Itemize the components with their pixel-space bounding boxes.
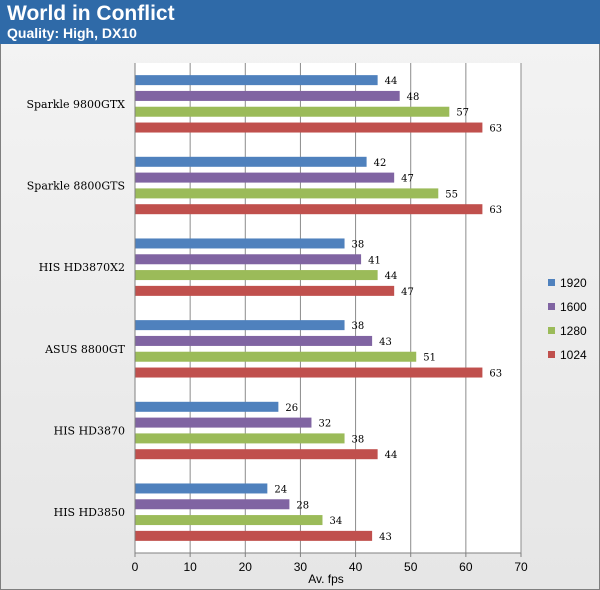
bar: [135, 270, 378, 281]
gridlines: [189, 63, 522, 553]
data-label: 47: [401, 174, 414, 185]
x-tick-label: 70: [514, 560, 528, 574]
legend-swatch: [548, 303, 555, 310]
legend-label: 1600: [560, 300, 587, 314]
bar: [135, 530, 373, 541]
data-label: 48: [407, 92, 420, 103]
bar: [135, 320, 345, 331]
bar: [135, 204, 483, 215]
bar: [135, 515, 323, 526]
bar: [135, 254, 362, 265]
category-label: HIS HD3850: [54, 506, 125, 519]
bar: [135, 401, 279, 412]
bar: [135, 90, 400, 101]
bar: [135, 285, 395, 296]
data-label: 44: [385, 271, 398, 282]
legend-label: 1280: [560, 324, 587, 338]
bar: [135, 156, 367, 167]
bar: [135, 335, 373, 346]
x-tick-label: 30: [294, 560, 308, 574]
bar: [135, 499, 290, 510]
data-label: 44: [385, 76, 398, 87]
data-label: 51: [423, 353, 436, 364]
bar: [135, 188, 439, 199]
legend-label: 1024: [560, 348, 587, 362]
data-label: 57: [456, 108, 469, 119]
legend: 1920 1600 1280 1024: [548, 276, 587, 362]
legend-swatch: [548, 279, 555, 286]
chart-header: World in Conflict Quality: High, DX10: [0, 0, 600, 44]
bars: 4448576342475563384144473843516326323844…: [135, 75, 502, 543]
data-label: 63: [489, 124, 502, 135]
chart-title: World in Conflict: [7, 2, 175, 25]
x-tick-label: 50: [404, 560, 418, 574]
bar: [135, 238, 345, 249]
data-label: 43: [379, 532, 392, 543]
x-axis-title: Av. fps: [308, 572, 344, 586]
category-label: Sparkle 8800GTS: [27, 180, 125, 193]
bar: [135, 483, 268, 494]
bar: [135, 75, 378, 86]
data-label: 47: [401, 287, 414, 298]
data-label: 32: [318, 419, 331, 430]
category-label: HIS HD3870: [54, 425, 125, 438]
category-label: Sparkle 9800GTX: [26, 98, 125, 111]
data-label: 55: [445, 189, 458, 200]
legend-swatch: [548, 327, 555, 334]
chart-subtitle: Quality: High, DX10: [7, 25, 137, 41]
x-tick-label: 40: [349, 560, 363, 574]
data-label: 24: [274, 484, 287, 495]
bar: [135, 106, 450, 117]
bar: [135, 172, 395, 183]
category-label: HIS HD3870X2: [39, 261, 125, 274]
bar: [135, 417, 312, 428]
category-labels: Sparkle 9800GTX Sparkle 8800GTS HIS HD3870…: [26, 98, 125, 519]
data-label: 42: [374, 158, 387, 169]
data-label: 28: [296, 500, 309, 511]
bar: [135, 351, 417, 362]
plot-area: [135, 63, 521, 553]
data-label: 34: [329, 516, 342, 527]
bar: [135, 122, 483, 133]
data-label: 63: [489, 369, 502, 380]
bar: [135, 433, 345, 444]
legend-label: 1920: [560, 276, 587, 290]
data-label: 44: [385, 450, 398, 461]
bar: [135, 367, 483, 378]
data-label: 38: [352, 239, 365, 250]
x-tick-label: 10: [183, 560, 197, 574]
bar: [135, 449, 378, 460]
x-tick-label: 20: [239, 560, 253, 574]
x-tick-label: 60: [459, 560, 473, 574]
category-label: ASUS 8800GT: [44, 343, 126, 356]
data-label: 26: [285, 403, 298, 414]
data-label: 43: [379, 337, 392, 348]
data-label: 41: [368, 255, 381, 266]
data-label: 63: [489, 205, 502, 216]
legend-swatch: [548, 351, 555, 358]
data-label: 38: [352, 434, 365, 445]
x-axis: 0 10 20 30 40 50 60 70: [132, 63, 528, 574]
data-label: 38: [352, 321, 365, 332]
x-tick-label: 0: [132, 560, 139, 574]
